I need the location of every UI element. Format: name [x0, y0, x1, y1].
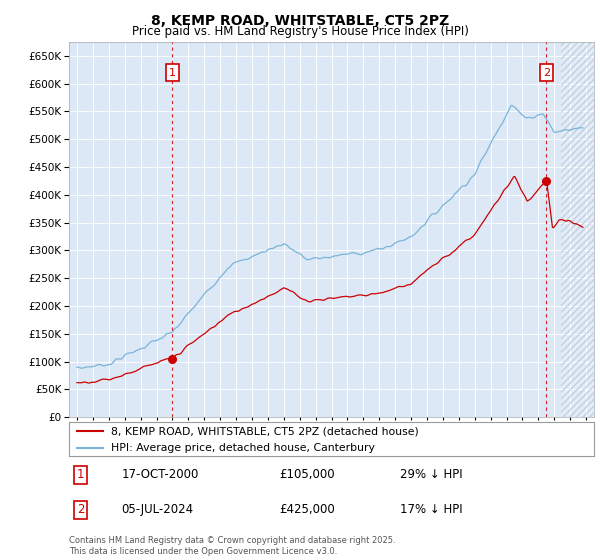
Bar	[561, 42, 594, 417]
Text: Price paid vs. HM Land Registry's House Price Index (HPI): Price paid vs. HM Land Registry's House …	[131, 25, 469, 38]
Text: 8, KEMP ROAD, WHITSTABLE, CT5 2PZ (detached house): 8, KEMP ROAD, WHITSTABLE, CT5 2PZ (detac…	[111, 426, 419, 436]
Text: 1: 1	[169, 68, 176, 78]
Text: 8, KEMP ROAD, WHITSTABLE, CT5 2PZ: 8, KEMP ROAD, WHITSTABLE, CT5 2PZ	[151, 14, 449, 28]
Text: 17% ↓ HPI: 17% ↓ HPI	[400, 503, 463, 516]
Text: 2: 2	[77, 503, 85, 516]
Text: 05-JUL-2024: 05-JUL-2024	[121, 503, 194, 516]
Text: 1: 1	[77, 468, 85, 481]
Text: 2: 2	[543, 68, 550, 78]
Text: £105,000: £105,000	[279, 468, 335, 481]
Text: 17-OCT-2000: 17-OCT-2000	[121, 468, 199, 481]
Text: HPI: Average price, detached house, Canterbury: HPI: Average price, detached house, Cant…	[111, 443, 375, 452]
Text: 29% ↓ HPI: 29% ↓ HPI	[400, 468, 463, 481]
Text: £425,000: £425,000	[279, 503, 335, 516]
Text: Contains HM Land Registry data © Crown copyright and database right 2025.
This d: Contains HM Land Registry data © Crown c…	[69, 536, 395, 556]
